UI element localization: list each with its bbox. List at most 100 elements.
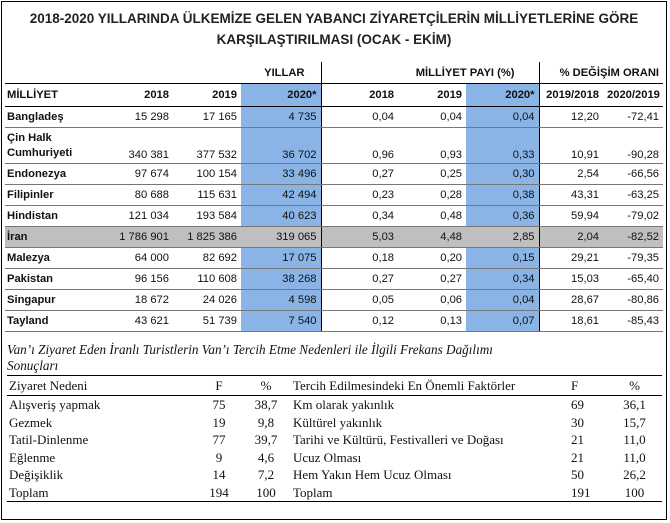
table-cell: 0,20 (398, 247, 467, 269)
table-cell: 4,6 (257, 449, 275, 465)
table-cell: Toplam (291, 483, 569, 502)
group-header-row: YILLAR MİLLİYET PAYI (%) % DEĞİŞİM ORANI (5, 62, 664, 84)
table-cell: 7,2 (257, 467, 275, 483)
table2-caption: Van’ı Ziyaret Eden İranlı Turistlerin Va… (7, 342, 662, 374)
table-cell: -90,28 (603, 127, 664, 164)
table-cell: 15 298 (97, 106, 173, 128)
table-cell: 50 (571, 467, 584, 483)
table-cell: 0,48 (398, 205, 467, 227)
table-cell: Km olarak yakınlık (293, 397, 395, 413)
table-cell: 39,7 (254, 432, 278, 448)
table-cell: 17 075 (241, 247, 322, 269)
table-cell: 100 (607, 483, 662, 502)
column-header: 2019 (173, 83, 241, 107)
column-header: F (197, 375, 241, 396)
table-cell: 38 268 (241, 268, 322, 290)
nationality-cell: Tayland (5, 310, 97, 332)
table-cell: 0,96 (320, 127, 399, 164)
table-cell: 194 (197, 483, 241, 502)
table-cell: 0,06 (398, 289, 467, 311)
title-line-1: 2018-2020 YILLARINDA ÜLKEMİZE GELEN YABA… (29, 11, 639, 26)
table-cell: 0,05 (320, 289, 399, 311)
iranian-tourist-reasons-table: Ziyaret Nedeni F % Tercih Edilmesindeki … (7, 375, 662, 502)
nationality-cell: Malezya (5, 247, 97, 269)
table-cell: -72,41 (603, 106, 664, 128)
table-cell: 2,04 (538, 226, 604, 248)
table-cell: Kültürel yakınlık (293, 414, 383, 430)
nationality-name-cont: Cumhuriyeti (7, 147, 73, 159)
table-cell: 319 065 (241, 226, 322, 248)
table-cell: 110 608 (173, 268, 241, 290)
table-cell: -82,52 (603, 226, 664, 248)
table-cell: 0,04 (398, 106, 467, 128)
table-cell: 19 (212, 414, 226, 430)
table-cell: 0,34 (320, 205, 399, 227)
table-cell: Gezmek (9, 414, 53, 430)
table-cell: Ucuz Olması (293, 449, 362, 465)
table-cell: 2,85 (466, 226, 540, 248)
group-header-years: YILLAR (97, 62, 322, 84)
table-row: Pakistan 96 156 110 608 38 268 0,27 0,27 0,34 1… (5, 268, 664, 290)
table-cell: 77 (212, 432, 226, 448)
table-cell: 42 494 (241, 184, 322, 206)
table-row: Tatil-Dinlenme 77 39,7 Tarihi ve Kültürü, F… (7, 431, 662, 449)
table-cell: 4,48 (398, 226, 467, 248)
table-row: Toplam 194 100 Toplam 191 100 (7, 483, 662, 502)
table-cell: 0,18 (320, 247, 399, 269)
nationality-name: Tayland (7, 315, 49, 327)
table-cell: 340 381 (97, 127, 173, 164)
nationality-name: İran (7, 231, 28, 243)
table-cell: -85,43 (603, 310, 664, 332)
table-cell: 36 702 (241, 127, 322, 164)
table-cell: 121 034 (97, 205, 173, 227)
table-cell: 9,8 (257, 414, 275, 430)
table2-body: Alışveriş yapmak 75 38,7 Km olarak yakınlık… (7, 396, 662, 502)
table-cell: 0,04 (466, 106, 540, 128)
table-row: Gezmek 19 9,8 Kültürel yakınlık 30 15,7 (7, 414, 662, 432)
table-cell: 4 735 (241, 106, 322, 128)
table-row: İran 1 786 901 1 825 386 319 065 5,03 4,48 2,8… (5, 226, 664, 248)
table-cell: 10,91 (538, 127, 604, 164)
nationality-name: Bangladeş (7, 111, 64, 123)
table-cell: 0,25 (398, 163, 467, 185)
table-row: Çin Halk Cumhuriyeti 340 381 377 532 36 702 0… (5, 127, 664, 164)
table-cell: 29,21 (538, 247, 604, 269)
title-line-2: KARŞILAŞTIRILMASI (OCAK - EKİM) (216, 32, 452, 47)
table-cell: Eğlenme (9, 449, 56, 465)
table-row: Alışveriş yapmak 75 38,7 Km olarak yakınlık… (7, 396, 662, 414)
caption-line-1: Van’ı Ziyaret Eden İranlı Turistlerin Va… (7, 342, 493, 357)
nationality-cell: Singapur (5, 289, 97, 311)
table-cell: 0,27 (320, 163, 399, 185)
table-cell: 4 598 (241, 289, 322, 311)
group-header-share: MİLLİYET PAYI (%) (320, 62, 540, 84)
table-cell: 18 672 (97, 289, 173, 311)
table-cell: 38,7 (254, 397, 278, 413)
table-cell: 1 786 901 (97, 226, 173, 248)
table-cell: 0,30 (466, 163, 540, 185)
nationality-name: Filipinler (7, 189, 54, 201)
table-cell: 64 000 (97, 247, 173, 269)
table-row: Tayland 43 621 51 739 7 540 0,12 0,13 0,07 18,6… (5, 310, 664, 332)
table-cell: Hem Yakın Hem Ucuz Olması (293, 467, 452, 483)
table-cell: 0,93 (398, 127, 467, 164)
table-cell: 0,12 (320, 310, 399, 332)
table-cell: -65,40 (603, 268, 664, 290)
table-cell: 12,20 (538, 106, 604, 128)
column-header-row: MİLLİYET 2018 2019 2020* 2018 2019 2020*… (5, 83, 664, 107)
column-header: MİLLİYET (5, 83, 97, 107)
table-cell: Tarihi ve Kültürü, Festivalleri ve Doğas… (293, 432, 504, 448)
table-cell: 40 623 (241, 205, 322, 227)
nationality-cell: Çin Halk Cumhuriyeti (5, 127, 97, 164)
table1-body: Bangladeş 15 298 17 165 4 735 0,04 0,04 0,04 12… (5, 106, 664, 332)
table-cell: Alışveriş yapmak (9, 397, 101, 413)
nationality-cell: Pakistan (5, 268, 97, 290)
table1-title: 2018-2020 YILLARINDA ÜLKEMİZE GELEN YABA… (2, 2, 666, 58)
column-header: Ziyaret Nedeni (7, 375, 197, 396)
group-header-change: % DEĞİŞİM ORANI (538, 62, 664, 84)
table-cell: -79,02 (603, 205, 664, 227)
column-header: 2019/2018 (538, 83, 604, 107)
table-cell: 2,54 (538, 163, 604, 185)
table-cell: 377 532 (173, 127, 241, 164)
table-cell: 14 (212, 467, 226, 483)
nationality-name: Çin Halk (7, 132, 52, 144)
